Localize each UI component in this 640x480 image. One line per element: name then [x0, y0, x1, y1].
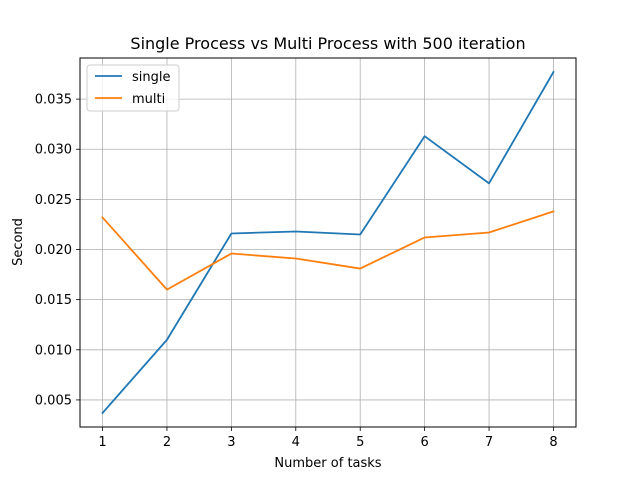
y-tick-label: 0.030 [35, 143, 72, 158]
x-tick-label: 8 [549, 435, 557, 450]
x-tick-label: 7 [485, 435, 493, 450]
y-axis-ticks: 0.005 0.010 0.015 0.020 0.025 0.030 0.035 [35, 93, 80, 408]
x-tick-label: 4 [292, 435, 300, 450]
y-tick-label: 0.010 [35, 343, 72, 358]
x-tick-label: 6 [420, 435, 428, 450]
series-line-single [101, 70, 555, 415]
x-tick-label: 2 [163, 435, 171, 450]
series-lines [101, 70, 555, 415]
y-tick-label: 0.005 [35, 393, 72, 408]
x-axis-ticks: 1 2 3 4 5 6 7 8 [98, 427, 558, 450]
series-line-multi [101, 210, 555, 291]
legend: single multi [86, 64, 180, 112]
y-tick-label: 0.020 [35, 243, 72, 258]
x-tick-label: 1 [98, 435, 106, 450]
chart-title: Single Process vs Multi Process with 500… [130, 34, 525, 53]
x-tick-label: 5 [356, 435, 364, 450]
y-tick-label: 0.015 [35, 293, 72, 308]
y-tick-label: 0.035 [35, 93, 72, 108]
legend-label-multi: multi [132, 92, 165, 107]
grid-lines [80, 58, 576, 427]
plot-frame [79, 57, 577, 428]
legend-label-single: single [132, 70, 171, 85]
y-tick-label: 0.025 [35, 193, 72, 208]
x-axis-label: Number of tasks [274, 456, 381, 471]
y-axis-label: Second [11, 218, 26, 266]
x-tick-label: 3 [227, 435, 235, 450]
